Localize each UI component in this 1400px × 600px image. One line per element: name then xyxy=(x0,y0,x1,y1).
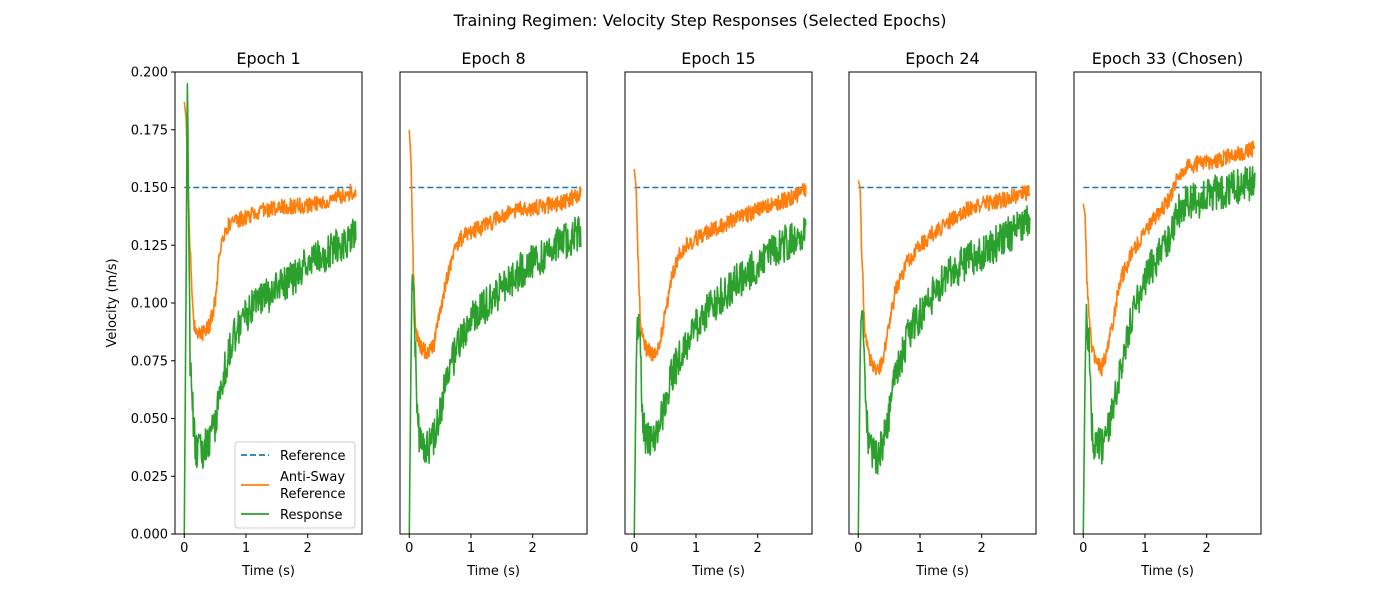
panel-1: 0 1 2 0.000 0.025 0.050 0.075 0.100 0.125 0.150 0.… xyxy=(105,49,363,579)
panel-title: Epoch 1 xyxy=(236,49,300,68)
panel-4: 0 1 2 Epoch 24 Time (s) xyxy=(848,49,1037,579)
y-tick-label: 0.000 xyxy=(131,528,168,543)
panel-3: 0 1 2 Epoch 15 Time (s) xyxy=(624,49,813,579)
legend-label: Response xyxy=(280,508,342,523)
panel-5: 0 1 2 Epoch 33 (Chosen) Time (s) xyxy=(1073,49,1262,579)
legend-box xyxy=(234,441,356,529)
x-tick-label: 1 xyxy=(916,541,924,556)
x-tick-label: 0 xyxy=(405,541,413,556)
x-axis-label: Time (s) xyxy=(1140,564,1194,579)
series-response-line xyxy=(857,205,1031,534)
panel-title: Epoch 24 xyxy=(905,49,979,68)
series-response-line xyxy=(183,83,357,534)
series-anti-sway-reference-line xyxy=(633,168,807,362)
y-tick-label: 0.175 xyxy=(131,123,168,138)
plot-frame xyxy=(1073,71,1262,535)
series-anti-sway-reference-line xyxy=(408,129,582,360)
x-tick-label: 0 xyxy=(854,541,862,556)
x-axis-label: Time (s) xyxy=(466,564,520,579)
x-tick-label: 1 xyxy=(1141,541,1149,556)
series-anti-sway-reference-line xyxy=(1082,140,1256,377)
x-tick-label: 2 xyxy=(529,541,537,556)
y-tick-label: 0.050 xyxy=(131,412,168,427)
y-tick-label: 0.125 xyxy=(131,239,168,254)
x-tick-label: 2 xyxy=(304,541,312,556)
figure-title: Training Regimen: Velocity Step Response… xyxy=(453,11,947,30)
y-tick-label: 0.100 xyxy=(131,297,168,312)
legend: Reference Anti-Sway Reference Response xyxy=(234,441,356,529)
x-tick-label: 2 xyxy=(978,541,986,556)
x-tick-label: 1 xyxy=(467,541,475,556)
panel-title: Epoch 15 xyxy=(681,49,755,68)
x-tick-label: 0 xyxy=(1079,541,1087,556)
x-axis-label: Time (s) xyxy=(241,564,295,579)
series-response-line xyxy=(633,217,807,534)
y-tick-label: 0.150 xyxy=(131,181,168,196)
x-tick-label: 0 xyxy=(180,541,188,556)
legend-label: Reference xyxy=(280,449,345,464)
x-tick-label: 1 xyxy=(242,541,250,556)
x-axis-label: Time (s) xyxy=(691,564,745,579)
plot-frame xyxy=(848,71,1037,535)
x-tick-label: 1 xyxy=(692,541,700,556)
series-response-line xyxy=(1082,166,1256,534)
y-tick-label: 0.200 xyxy=(131,66,168,81)
plot-frame xyxy=(399,71,588,535)
series-anti-sway-reference-line xyxy=(183,101,357,342)
y-axis-label: Velocity (m/s) xyxy=(105,258,120,347)
panel-title: Epoch 33 (Chosen) xyxy=(1092,49,1243,68)
x-axis-label: Time (s) xyxy=(915,564,969,579)
series-response-line xyxy=(408,216,582,534)
legend-label: Anti-Sway Reference xyxy=(280,470,345,502)
x-tick-label: 0 xyxy=(630,541,638,556)
plot-frame xyxy=(624,71,813,535)
y-tick-label: 0.025 xyxy=(131,470,168,485)
x-tick-label: 2 xyxy=(754,541,762,556)
panel-2: 0 1 2 Epoch 8 Time (s) xyxy=(399,49,588,579)
series-anti-sway-reference-line xyxy=(857,180,1031,376)
x-tick-label: 2 xyxy=(1203,541,1211,556)
panel-title: Epoch 8 xyxy=(461,49,525,68)
y-tick-label: 0.075 xyxy=(131,354,168,369)
